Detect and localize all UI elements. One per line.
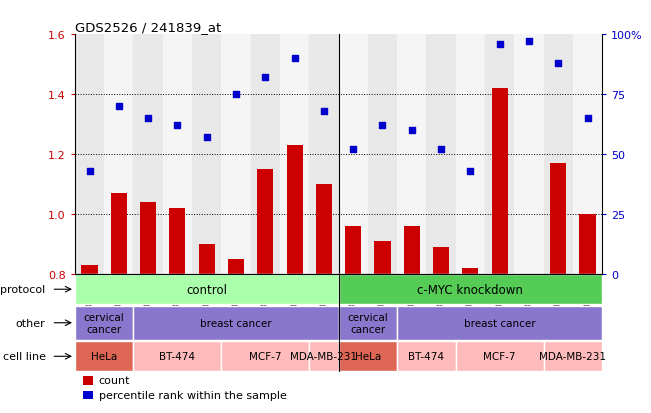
Bar [199, 244, 215, 274]
Text: cervical
cancer: cervical cancer [84, 312, 124, 334]
Text: GDS2526 / 241839_at: GDS2526 / 241839_at [75, 21, 221, 34]
Bar [550, 164, 566, 274]
Text: percentile rank within the sample: percentile rank within the sample [98, 390, 286, 400]
Text: HeLa: HeLa [355, 351, 381, 361]
Bar [309, 342, 339, 371]
Bar [83, 376, 93, 385]
Bar [339, 342, 397, 371]
Text: breast cancer: breast cancer [200, 318, 272, 328]
Text: BT-474: BT-474 [408, 351, 445, 361]
Bar [75, 35, 104, 274]
Point [523, 39, 534, 45]
Bar [397, 306, 602, 340]
Bar [514, 35, 544, 274]
Point [85, 168, 95, 175]
Bar [133, 306, 339, 340]
Bar [280, 35, 309, 274]
Point [406, 127, 417, 134]
Bar [221, 35, 251, 274]
Text: c-MYC knockdown: c-MYC knockdown [417, 283, 523, 296]
Bar [485, 35, 514, 274]
Bar [75, 306, 133, 340]
Text: MDA-MB-231: MDA-MB-231 [290, 351, 357, 361]
Text: MDA-MB-231: MDA-MB-231 [540, 351, 606, 361]
Bar [492, 89, 508, 274]
Point [583, 115, 593, 122]
Bar [374, 241, 391, 274]
Point [202, 135, 212, 141]
Bar [462, 268, 478, 274]
Bar [345, 226, 361, 274]
Point [553, 60, 564, 67]
Bar [257, 169, 273, 274]
Point [114, 104, 124, 110]
Point [173, 123, 183, 129]
Bar [579, 214, 596, 274]
Text: BT-474: BT-474 [159, 351, 195, 361]
Text: count: count [98, 375, 130, 385]
Text: breast cancer: breast cancer [464, 318, 536, 328]
Point [465, 168, 476, 175]
Text: other: other [16, 318, 46, 328]
Point [495, 41, 505, 48]
Bar [456, 342, 544, 371]
Bar [221, 342, 309, 371]
Bar [133, 35, 163, 274]
Bar [397, 342, 456, 371]
Point [319, 108, 329, 115]
Bar [368, 35, 397, 274]
Bar [316, 185, 332, 274]
Bar [404, 226, 420, 274]
Bar [169, 208, 186, 274]
Text: cervical
cancer: cervical cancer [348, 312, 388, 334]
Bar [426, 35, 456, 274]
Point [436, 147, 447, 153]
Bar [433, 247, 449, 274]
Text: HeLa: HeLa [91, 351, 117, 361]
Bar [251, 35, 280, 274]
Bar [83, 391, 93, 399]
Point [348, 147, 358, 153]
Text: MCF-7: MCF-7 [484, 351, 516, 361]
Text: control: control [186, 283, 227, 296]
Text: cell line: cell line [3, 351, 46, 361]
Bar [544, 35, 573, 274]
Bar [339, 306, 397, 340]
Bar [75, 275, 339, 304]
Bar [192, 35, 221, 274]
Bar [309, 35, 339, 274]
Point [231, 92, 242, 98]
Point [289, 56, 299, 62]
Bar [81, 265, 98, 274]
Bar [456, 35, 485, 274]
Bar [397, 35, 426, 274]
Bar [75, 342, 133, 371]
Bar [544, 342, 602, 371]
Point [143, 115, 154, 122]
Bar [111, 193, 127, 274]
Bar [163, 35, 192, 274]
Point [378, 123, 388, 129]
Bar [339, 35, 368, 274]
Bar [573, 35, 602, 274]
Bar [339, 275, 602, 304]
Bar [133, 342, 221, 371]
Bar [228, 259, 244, 274]
Bar [286, 146, 303, 274]
Text: protocol: protocol [0, 285, 46, 294]
Bar [140, 202, 156, 274]
Point [260, 75, 271, 81]
Text: MCF-7: MCF-7 [249, 351, 281, 361]
Bar [104, 35, 133, 274]
